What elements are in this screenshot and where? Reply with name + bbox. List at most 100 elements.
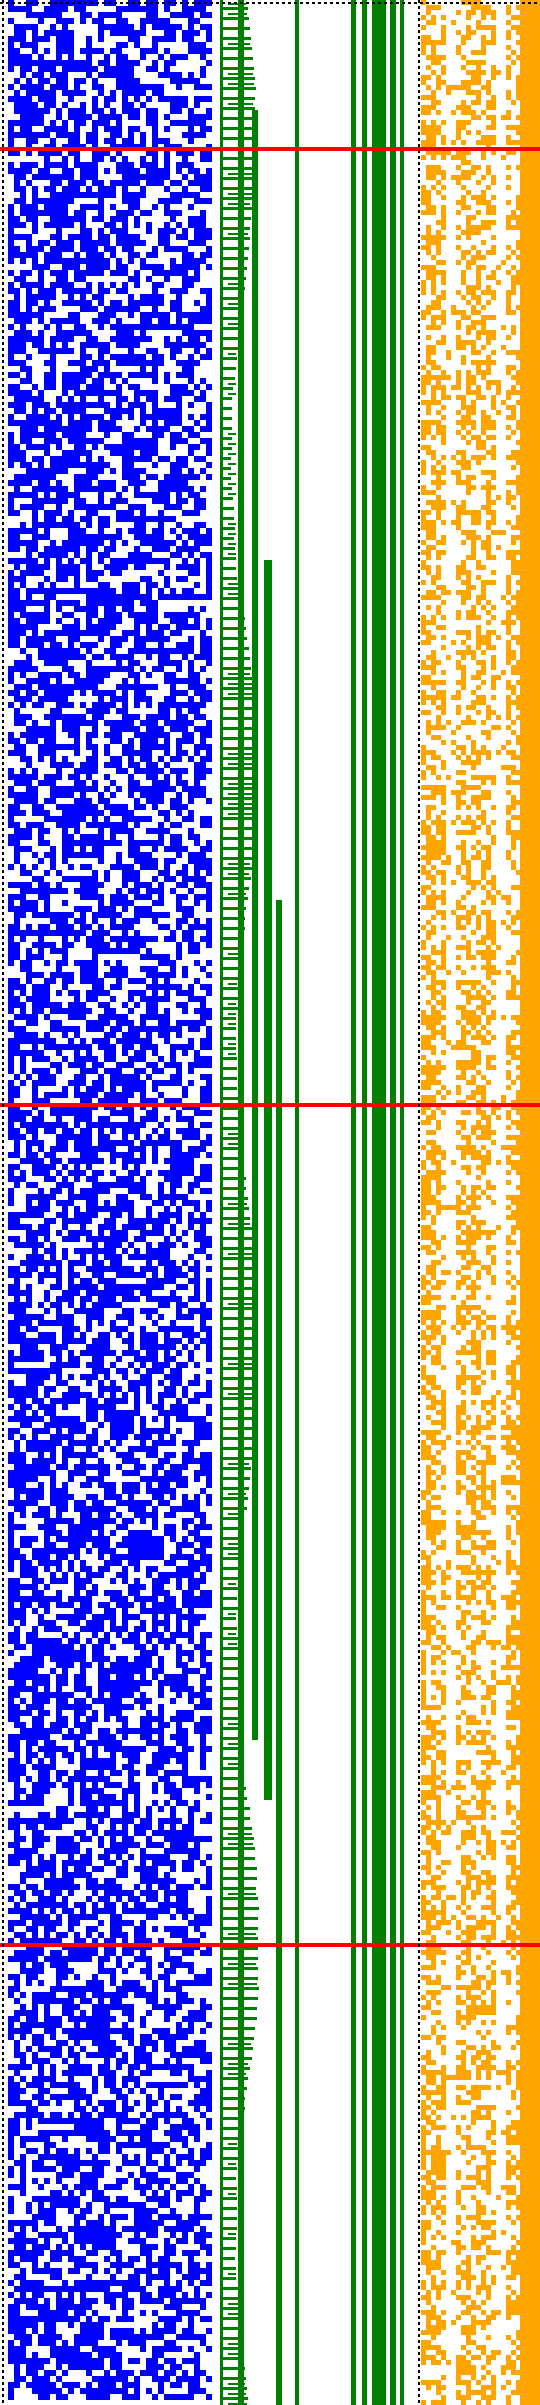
blue-cell — [56, 108, 62, 114]
blue-cell — [26, 6, 32, 12]
blue-cell — [92, 612, 98, 618]
blue-cell — [32, 228, 38, 234]
blue-cell — [188, 624, 194, 630]
blue-cell — [80, 804, 86, 810]
blue-cell — [62, 834, 68, 840]
blue-cell — [20, 1134, 26, 1140]
blue-cell — [110, 354, 116, 360]
blue-cell — [92, 1056, 98, 1062]
blue-cell — [26, 798, 32, 804]
blue-cell — [182, 702, 188, 708]
blue-cell — [128, 864, 134, 870]
blue-cell — [20, 6, 26, 12]
blue-cell — [92, 852, 98, 858]
blue-cell — [194, 1008, 200, 1014]
blue-cell — [38, 348, 44, 354]
blue-cell — [62, 426, 68, 432]
blue-cell — [152, 1008, 158, 1014]
blue-cell — [98, 1302, 104, 1308]
blue-cell — [200, 852, 206, 858]
blue-cell — [140, 156, 146, 162]
blue-cell — [92, 762, 98, 768]
blue-cell — [128, 1020, 134, 1026]
blue-cell — [74, 312, 80, 318]
blue-cell — [200, 24, 206, 30]
blue-cell — [98, 570, 104, 576]
blue-cell — [20, 1422, 26, 1428]
blue-cell — [68, 318, 74, 324]
blue-cell — [140, 390, 146, 396]
blue-cell — [74, 600, 80, 606]
blue-cell — [26, 102, 32, 108]
blue-cell — [140, 816, 146, 822]
blue-cell — [14, 780, 20, 786]
blue-cell — [104, 1332, 110, 1338]
blue-cell — [206, 1350, 212, 1356]
blue-cell — [188, 1152, 194, 1158]
blue-cell — [14, 312, 20, 318]
blue-cell — [38, 474, 44, 480]
blue-cell — [110, 216, 116, 222]
blue-cell — [140, 1050, 146, 1056]
blue-cell — [74, 1062, 80, 1068]
blue-cell — [20, 480, 26, 486]
blue-cell — [128, 234, 134, 240]
blue-cell — [56, 1278, 62, 1284]
blue-cell — [134, 522, 140, 528]
blue-cell — [152, 528, 158, 534]
blue-cell — [20, 846, 26, 852]
blue-cell — [8, 816, 14, 822]
blue-cell — [50, 1398, 56, 1404]
blue-cell — [86, 354, 92, 360]
blue-cell — [182, 1344, 188, 1350]
blue-cell — [188, 732, 194, 738]
blue-cell — [86, 234, 92, 240]
blue-cell — [68, 912, 74, 918]
blue-cell — [80, 1014, 86, 1020]
blue-cell — [98, 1044, 104, 1050]
blue-cell — [188, 510, 194, 516]
blue-cell — [194, 744, 200, 750]
blue-cell — [200, 468, 206, 474]
blue-cell — [206, 426, 212, 432]
blue-cell — [182, 1128, 188, 1134]
blue-cell — [68, 1110, 74, 1116]
blue-cell — [80, 1308, 86, 1314]
blue-cell — [32, 1170, 38, 1176]
blue-cell — [140, 576, 146, 582]
blue-cell — [80, 1392, 86, 1398]
blue-cell — [134, 780, 140, 786]
blue-cell — [44, 162, 50, 168]
blue-cell — [170, 984, 176, 990]
blue-cell — [80, 246, 86, 252]
blue-cell — [134, 1146, 140, 1152]
blue-cell — [92, 732, 98, 738]
blue-cell — [116, 1122, 122, 1128]
blue-cell — [50, 1080, 56, 1086]
blue-cell — [206, 990, 212, 996]
blue-cell — [194, 1110, 200, 1116]
blue-cell — [86, 1122, 92, 1128]
blue-cell — [206, 1314, 212, 1320]
blue-cell — [128, 330, 134, 336]
blue-cell — [32, 396, 38, 402]
blue-cell — [50, 408, 56, 414]
blue-cell — [200, 1176, 206, 1182]
blue-cell — [116, 1284, 122, 1290]
blue-cell — [44, 168, 50, 174]
blue-cell — [188, 546, 194, 552]
blue-cell — [14, 594, 20, 600]
blue-cell — [44, 1218, 50, 1224]
blue-cell — [146, 894, 152, 900]
blue-cell — [98, 978, 104, 984]
blue-cell — [146, 1434, 152, 1440]
blue-cell — [32, 630, 38, 636]
blue-cell — [98, 120, 104, 126]
blue-cell — [92, 1254, 98, 1260]
blue-cell — [134, 1218, 140, 1224]
blue-cell — [122, 588, 128, 594]
blue-cell — [116, 516, 122, 522]
blue-cell — [146, 720, 152, 726]
blue-cell — [146, 120, 152, 126]
blue-cell — [110, 1416, 116, 1422]
